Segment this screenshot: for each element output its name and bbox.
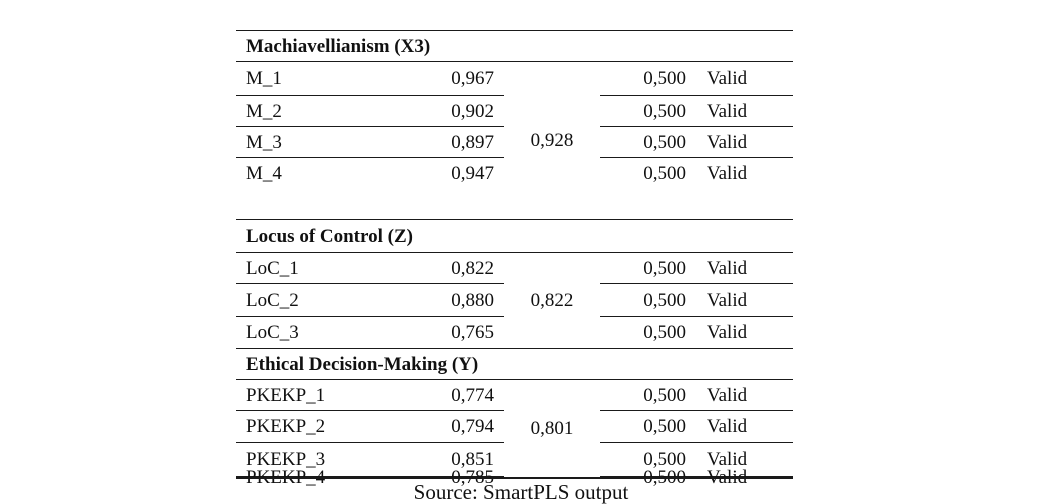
row-rule-left (236, 157, 504, 158)
row-rule-left (236, 442, 504, 443)
item-name: M_4 (246, 162, 282, 184)
validity-status: Valid (707, 322, 748, 343)
loading-value: 0,897 (451, 131, 494, 153)
validity-status: Valid (707, 449, 748, 470)
loading-value: 0,851 (451, 449, 494, 470)
row-rule-right (600, 283, 793, 284)
item-name: PKEKP_2 (246, 416, 326, 437)
loading-value: 0,947 (451, 162, 494, 184)
row-rule-right (600, 126, 793, 127)
row-rule-right (600, 476, 793, 477)
item-name: LoC_3 (246, 322, 299, 343)
threshold-value: 0,500 (643, 416, 686, 437)
section-rule (236, 348, 793, 349)
threshold-value: 0,500 (643, 162, 686, 184)
group-value: 0,928 (530, 130, 574, 151)
threshold-value: 0,500 (643, 257, 686, 279)
loading-value: 0,774 (451, 384, 494, 406)
loading-value: 0,902 (451, 100, 494, 122)
group-value: 0,822 (530, 290, 574, 311)
item-name: LoC_1 (246, 257, 299, 279)
item-name: PKEKP_1 (246, 384, 326, 406)
row-rule-left (236, 126, 504, 127)
table-bottom-rule (236, 477, 793, 479)
row-rule-left (236, 95, 504, 96)
validity-status: Valid (707, 68, 748, 89)
row-rule-left (236, 410, 504, 411)
loading-value: 0,765 (451, 322, 494, 343)
item-name: M_1 (246, 68, 282, 89)
threshold-value: 0,500 (643, 449, 686, 470)
threshold-value: 0,500 (643, 322, 686, 343)
item-name: M_2 (246, 100, 282, 122)
validity-status: Valid (707, 257, 748, 279)
item-name: M_3 (246, 131, 282, 153)
threshold-value: 0,500 (643, 131, 686, 153)
validity-status: Valid (707, 289, 748, 311)
item-name: PKEKP_3 (246, 449, 326, 470)
row-rule-left (236, 283, 504, 284)
validity-status: Valid (707, 162, 748, 184)
item-name: LoC_2 (246, 289, 299, 311)
table-top-rule (236, 30, 793, 31)
section-header-rule (236, 252, 793, 253)
section-title: Locus of Control (Z) (246, 225, 413, 247)
row-rule-right (600, 410, 793, 411)
validity-status: Valid (707, 100, 748, 122)
threshold-value: 0,500 (643, 68, 686, 89)
section-header-rule (236, 379, 793, 380)
section-header-rule (236, 61, 793, 62)
validity-table: Machiavellianism (X3) M_1 0,967 0,500 Valid M… (236, 30, 793, 488)
group-value: 0,801 (530, 418, 574, 439)
loading-value: 0,967 (451, 68, 494, 89)
validity-status: Valid (707, 416, 748, 437)
row-rule-left (236, 476, 504, 477)
row-rule-right (600, 316, 793, 317)
source-caption: Source: SmartPLS output (413, 480, 629, 504)
loading-value: 0,880 (451, 289, 494, 311)
loading-value: 0,794 (451, 416, 494, 437)
row-rule-right (600, 95, 793, 96)
section-rule (236, 219, 793, 220)
validity-status: Valid (707, 384, 748, 406)
validity-status: Valid (707, 131, 748, 153)
loading-value: 0,822 (451, 257, 494, 279)
section-title: Machiavellianism (X3) (246, 35, 431, 57)
row-rule-left (236, 316, 504, 317)
row-rule-right (600, 442, 793, 443)
section-title: Ethical Decision-Making (Y) (246, 353, 479, 375)
threshold-value: 0,500 (643, 289, 686, 311)
row-rule-right (600, 157, 793, 158)
threshold-value: 0,500 (643, 384, 686, 406)
threshold-value: 0,500 (643, 100, 686, 122)
